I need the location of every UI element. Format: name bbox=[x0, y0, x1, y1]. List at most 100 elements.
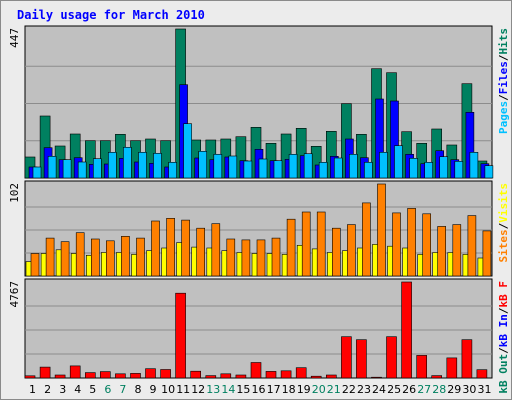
day-label: 12 bbox=[191, 383, 205, 396]
bar-kb-f-day-21 bbox=[325, 374, 337, 379]
bar-pages-day-3 bbox=[62, 159, 72, 179]
y-max-label: 4767 bbox=[8, 281, 21, 308]
bar-kb-f-day-28 bbox=[431, 375, 443, 379]
bar-pages-day-21 bbox=[333, 157, 343, 179]
bar-kb-f-day-2 bbox=[39, 366, 51, 379]
bar-sites-day-19 bbox=[301, 211, 311, 277]
series-axis-label-part: Hits bbox=[497, 28, 510, 55]
day-label: 21 bbox=[327, 383, 341, 396]
bar-pages-day-25 bbox=[394, 145, 403, 179]
series-axis-label: Sites/Visits bbox=[497, 183, 510, 263]
day-label: 15 bbox=[236, 383, 250, 396]
bar-kb-f-day-3 bbox=[54, 374, 66, 379]
day-label: 31 bbox=[478, 383, 492, 396]
bar-pages-day-18 bbox=[288, 154, 298, 179]
bar-kb-f-day-4 bbox=[69, 365, 81, 379]
day-label: 23 bbox=[357, 383, 371, 396]
bar-kb-f-day-13 bbox=[205, 375, 217, 379]
bar-pages-day-20 bbox=[318, 162, 328, 179]
series-axis-label-part: kB F bbox=[497, 281, 510, 308]
bar-sites-day-8 bbox=[136, 237, 145, 277]
y-max-label: 447 bbox=[8, 28, 21, 48]
series-axis-label-part: / bbox=[497, 307, 510, 314]
bar-kb-f-day-11 bbox=[175, 292, 186, 379]
bar-pages-day-9 bbox=[153, 153, 162, 179]
day-label: 11 bbox=[176, 383, 190, 396]
bar-kb-f-day-6 bbox=[100, 371, 111, 379]
day-label: 7 bbox=[119, 383, 126, 396]
day-label: 5 bbox=[89, 383, 96, 396]
bar-pages-day-4 bbox=[77, 161, 87, 179]
day-label: 14 bbox=[221, 383, 235, 396]
series-axis-label-part: Sites bbox=[497, 229, 510, 262]
bar-pages-day-11 bbox=[183, 123, 192, 179]
bar-kb-f-day-30 bbox=[461, 339, 473, 379]
bar-sites-day-23 bbox=[362, 202, 371, 277]
series-axis-label-part: / bbox=[497, 54, 510, 61]
day-label: 20 bbox=[312, 383, 326, 396]
bar-sites-day-1 bbox=[30, 253, 40, 277]
day-label: 2 bbox=[44, 383, 51, 396]
series-axis-label: Pages/Files/Hits bbox=[497, 28, 510, 134]
series-axis-label-part: kB In bbox=[497, 314, 510, 347]
day-label: 1 bbox=[29, 383, 36, 396]
bar-pages-day-10 bbox=[168, 162, 177, 179]
bar-kb-f-day-19 bbox=[295, 367, 307, 379]
bar-sites-day-14 bbox=[226, 238, 236, 277]
bar-pages-day-12 bbox=[198, 151, 207, 179]
bar-sites-day-5 bbox=[91, 238, 100, 277]
bar-pages-day-29 bbox=[454, 161, 464, 179]
day-label: 8 bbox=[135, 383, 142, 396]
bar-pages-day-5 bbox=[93, 158, 102, 179]
day-label: 30 bbox=[462, 383, 476, 396]
panel-visits-sites: 102 Sites/Visits bbox=[8, 180, 510, 277]
bar-sites-day-18 bbox=[286, 218, 296, 277]
series-axis-label-part: / bbox=[497, 222, 510, 229]
series-axis-label-part: / bbox=[497, 94, 510, 101]
day-label: 16 bbox=[252, 383, 266, 396]
bar-pages-day-23 bbox=[364, 162, 373, 179]
series-axis-label-part: Visits bbox=[497, 183, 510, 223]
bar-kb-f-day-22 bbox=[341, 336, 352, 379]
day-label: 27 bbox=[417, 383, 431, 396]
bar-sites-day-4 bbox=[75, 232, 85, 277]
bar-sites-day-24 bbox=[377, 183, 386, 277]
day-label: 13 bbox=[206, 383, 220, 396]
bar-sites-day-20 bbox=[316, 211, 326, 277]
bar-pages-day-19 bbox=[303, 153, 313, 179]
day-label: 6 bbox=[104, 383, 111, 396]
bar-kb-f-day-16 bbox=[250, 362, 262, 379]
bar-kb-f-day-10 bbox=[160, 369, 171, 379]
bar-pages-day-17 bbox=[273, 160, 283, 179]
bar-sites-day-30 bbox=[467, 215, 477, 277]
bar-pages-day-26 bbox=[409, 158, 418, 179]
bar-pages-day-1 bbox=[32, 166, 42, 179]
bar-sites-day-31 bbox=[482, 230, 492, 277]
bar-kb-f-day-31 bbox=[476, 369, 488, 379]
bar-pages-day-28 bbox=[439, 156, 449, 179]
bar-kb-f-day-23 bbox=[356, 339, 367, 379]
bar-pages-day-2 bbox=[47, 156, 57, 179]
bar-kb-f-day-8 bbox=[130, 373, 141, 379]
day-label: 24 bbox=[372, 383, 386, 396]
bar-pages-day-7 bbox=[123, 147, 132, 179]
series-axis-label-part: Pages bbox=[497, 101, 510, 134]
bar-kb-f-day-26 bbox=[401, 281, 412, 379]
bar-sites-day-25 bbox=[392, 212, 401, 277]
bar-pages-day-14 bbox=[228, 155, 238, 179]
bar-sites-day-26 bbox=[407, 208, 416, 277]
day-label: 29 bbox=[447, 383, 461, 396]
chart-title: Daily usage for March 2010 bbox=[17, 8, 205, 22]
series-axis-label-part: kB Out bbox=[497, 354, 510, 394]
bar-sites-day-22 bbox=[347, 224, 356, 277]
series-axis-label-part: Files bbox=[497, 61, 510, 94]
day-label: 25 bbox=[387, 383, 401, 396]
bar-kb-f-day-17 bbox=[265, 371, 277, 379]
bar-pages-day-22 bbox=[349, 154, 358, 179]
bar-sites-day-2 bbox=[45, 237, 55, 277]
bar-sites-day-27 bbox=[422, 213, 432, 277]
bar-pages-day-24 bbox=[379, 152, 388, 179]
bar-kb-f-day-25 bbox=[386, 336, 397, 379]
